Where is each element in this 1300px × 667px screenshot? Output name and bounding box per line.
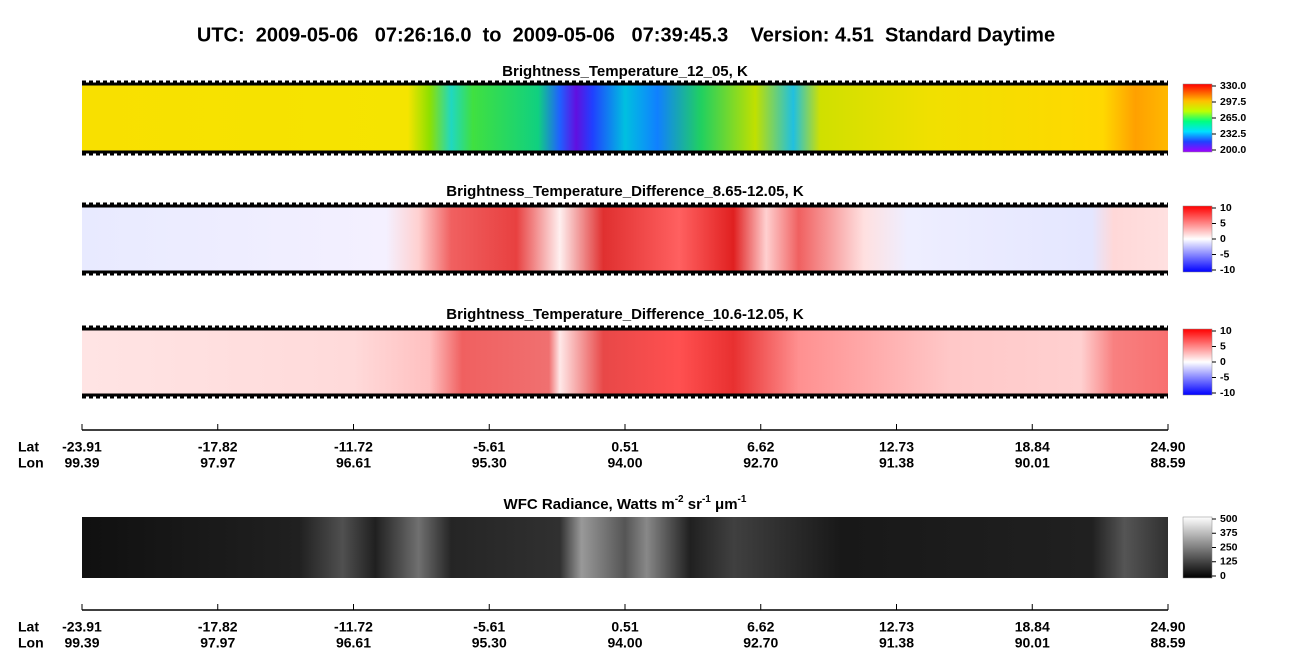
colorbar-label: 330.0 [1220, 80, 1246, 92]
colorbar-label: -5 [1220, 248, 1229, 260]
colorbar-label: 0 [1220, 356, 1226, 368]
colorbar-label: 5 [1220, 217, 1226, 229]
colorbar-label: 0 [1220, 570, 1226, 582]
colorbar-label: 125 [1220, 556, 1238, 568]
title-part: μm [711, 496, 738, 513]
superscript: -1 [702, 494, 711, 505]
panel-title: Brightness_Temperature_Difference_10.6-1… [446, 306, 804, 323]
colorbar-label: 265.0 [1220, 112, 1246, 124]
lon-tick-label: 96.61 [336, 455, 371, 471]
lat-tick-label: -17.82 [198, 619, 238, 635]
lon-tick-label: 91.38 [879, 635, 914, 651]
figure-title: UTC: 2009-05-06 07:26:16.0 to 2009-05-06… [197, 24, 1055, 46]
colorbar-label: 5 [1220, 340, 1226, 352]
lon-tick-label: 97.97 [200, 455, 235, 471]
lon-tick-label: 97.97 [200, 635, 235, 651]
colorbar-label: -10 [1220, 264, 1235, 276]
lat-tick-label: -23.91 [62, 439, 102, 455]
colorbar [1182, 516, 1213, 579]
colorbar-label: -5 [1220, 371, 1229, 383]
title-part: WFC Radiance, Watts m [504, 496, 675, 513]
lat-tick-label: 6.62 [747, 619, 774, 635]
panel-title: Brightness_Temperature_Difference_8.65-1… [446, 183, 804, 200]
lon-tick-label: 94.00 [607, 455, 642, 471]
image-strip [82, 84, 1168, 152]
colorbar-label: 375 [1220, 527, 1238, 539]
lon-tick-label: 88.59 [1150, 635, 1185, 651]
colorbar [1182, 205, 1213, 273]
colorbar-label: 10 [1220, 325, 1232, 337]
lat-tick-label: 12.73 [879, 439, 914, 455]
image-strip [82, 517, 1168, 578]
lon-label: Lon [18, 455, 44, 471]
colorbar-label: 200.0 [1220, 144, 1246, 156]
lat-tick-label: 6.62 [747, 439, 774, 455]
lat-tick-label: 18.84 [1015, 619, 1050, 635]
title-part: sr [684, 496, 703, 513]
lon-tick-label: 91.38 [879, 455, 914, 471]
lon-tick-label: 94.00 [607, 635, 642, 651]
colorbar-label: 10 [1220, 202, 1232, 214]
lon-tick-label: 99.39 [64, 635, 99, 651]
lon-tick-label: 92.70 [743, 455, 778, 471]
colorbar-label: -10 [1220, 387, 1235, 399]
lat-tick-label: -11.72 [334, 439, 373, 455]
image-strip [82, 206, 1168, 272]
colorbar [1182, 328, 1213, 396]
panel-title: Brightness_Temperature_12_05, K [502, 63, 748, 80]
colorbar-label: 297.5 [1220, 96, 1246, 108]
lon-label: Lon [18, 635, 44, 651]
lat-tick-label: -5.61 [473, 619, 505, 635]
lat-tick-label: 24.90 [1150, 439, 1185, 455]
superscript: -1 [738, 494, 747, 505]
lon-tick-label: 90.01 [1015, 635, 1050, 651]
lat-label: Lat [18, 439, 39, 455]
lon-tick-label: 95.30 [472, 635, 507, 651]
lat-label: Lat [18, 619, 39, 635]
lon-tick-label: 90.01 [1015, 455, 1050, 471]
lat-tick-label: -5.61 [473, 439, 505, 455]
lat-tick-label: -17.82 [198, 439, 238, 455]
image-strip [82, 329, 1168, 395]
lat-tick-label: 12.73 [879, 619, 914, 635]
lat-tick-label: -11.72 [334, 619, 373, 635]
lat-tick-label: 18.84 [1015, 439, 1050, 455]
colorbar-label: 0 [1220, 233, 1226, 245]
lon-tick-label: 99.39 [64, 455, 99, 471]
colorbar-label: 232.5 [1220, 128, 1246, 140]
lat-tick-label: 24.90 [1150, 619, 1185, 635]
lon-tick-label: 88.59 [1150, 455, 1185, 471]
colorbar [1182, 83, 1213, 153]
colorbar-label: 500 [1220, 513, 1238, 525]
lon-tick-label: 95.30 [472, 455, 507, 471]
lat-tick-label: 0.51 [611, 619, 638, 635]
lat-tick-label: 0.51 [611, 439, 638, 455]
lon-tick-label: 96.61 [336, 635, 371, 651]
lon-tick-label: 92.70 [743, 635, 778, 651]
lat-tick-label: -23.91 [62, 619, 102, 635]
colorbar-label: 250 [1220, 541, 1238, 553]
superscript: -2 [675, 494, 684, 505]
panel-title: WFC Radiance, Watts m-2 sr-1 μm-1 [504, 494, 747, 513]
